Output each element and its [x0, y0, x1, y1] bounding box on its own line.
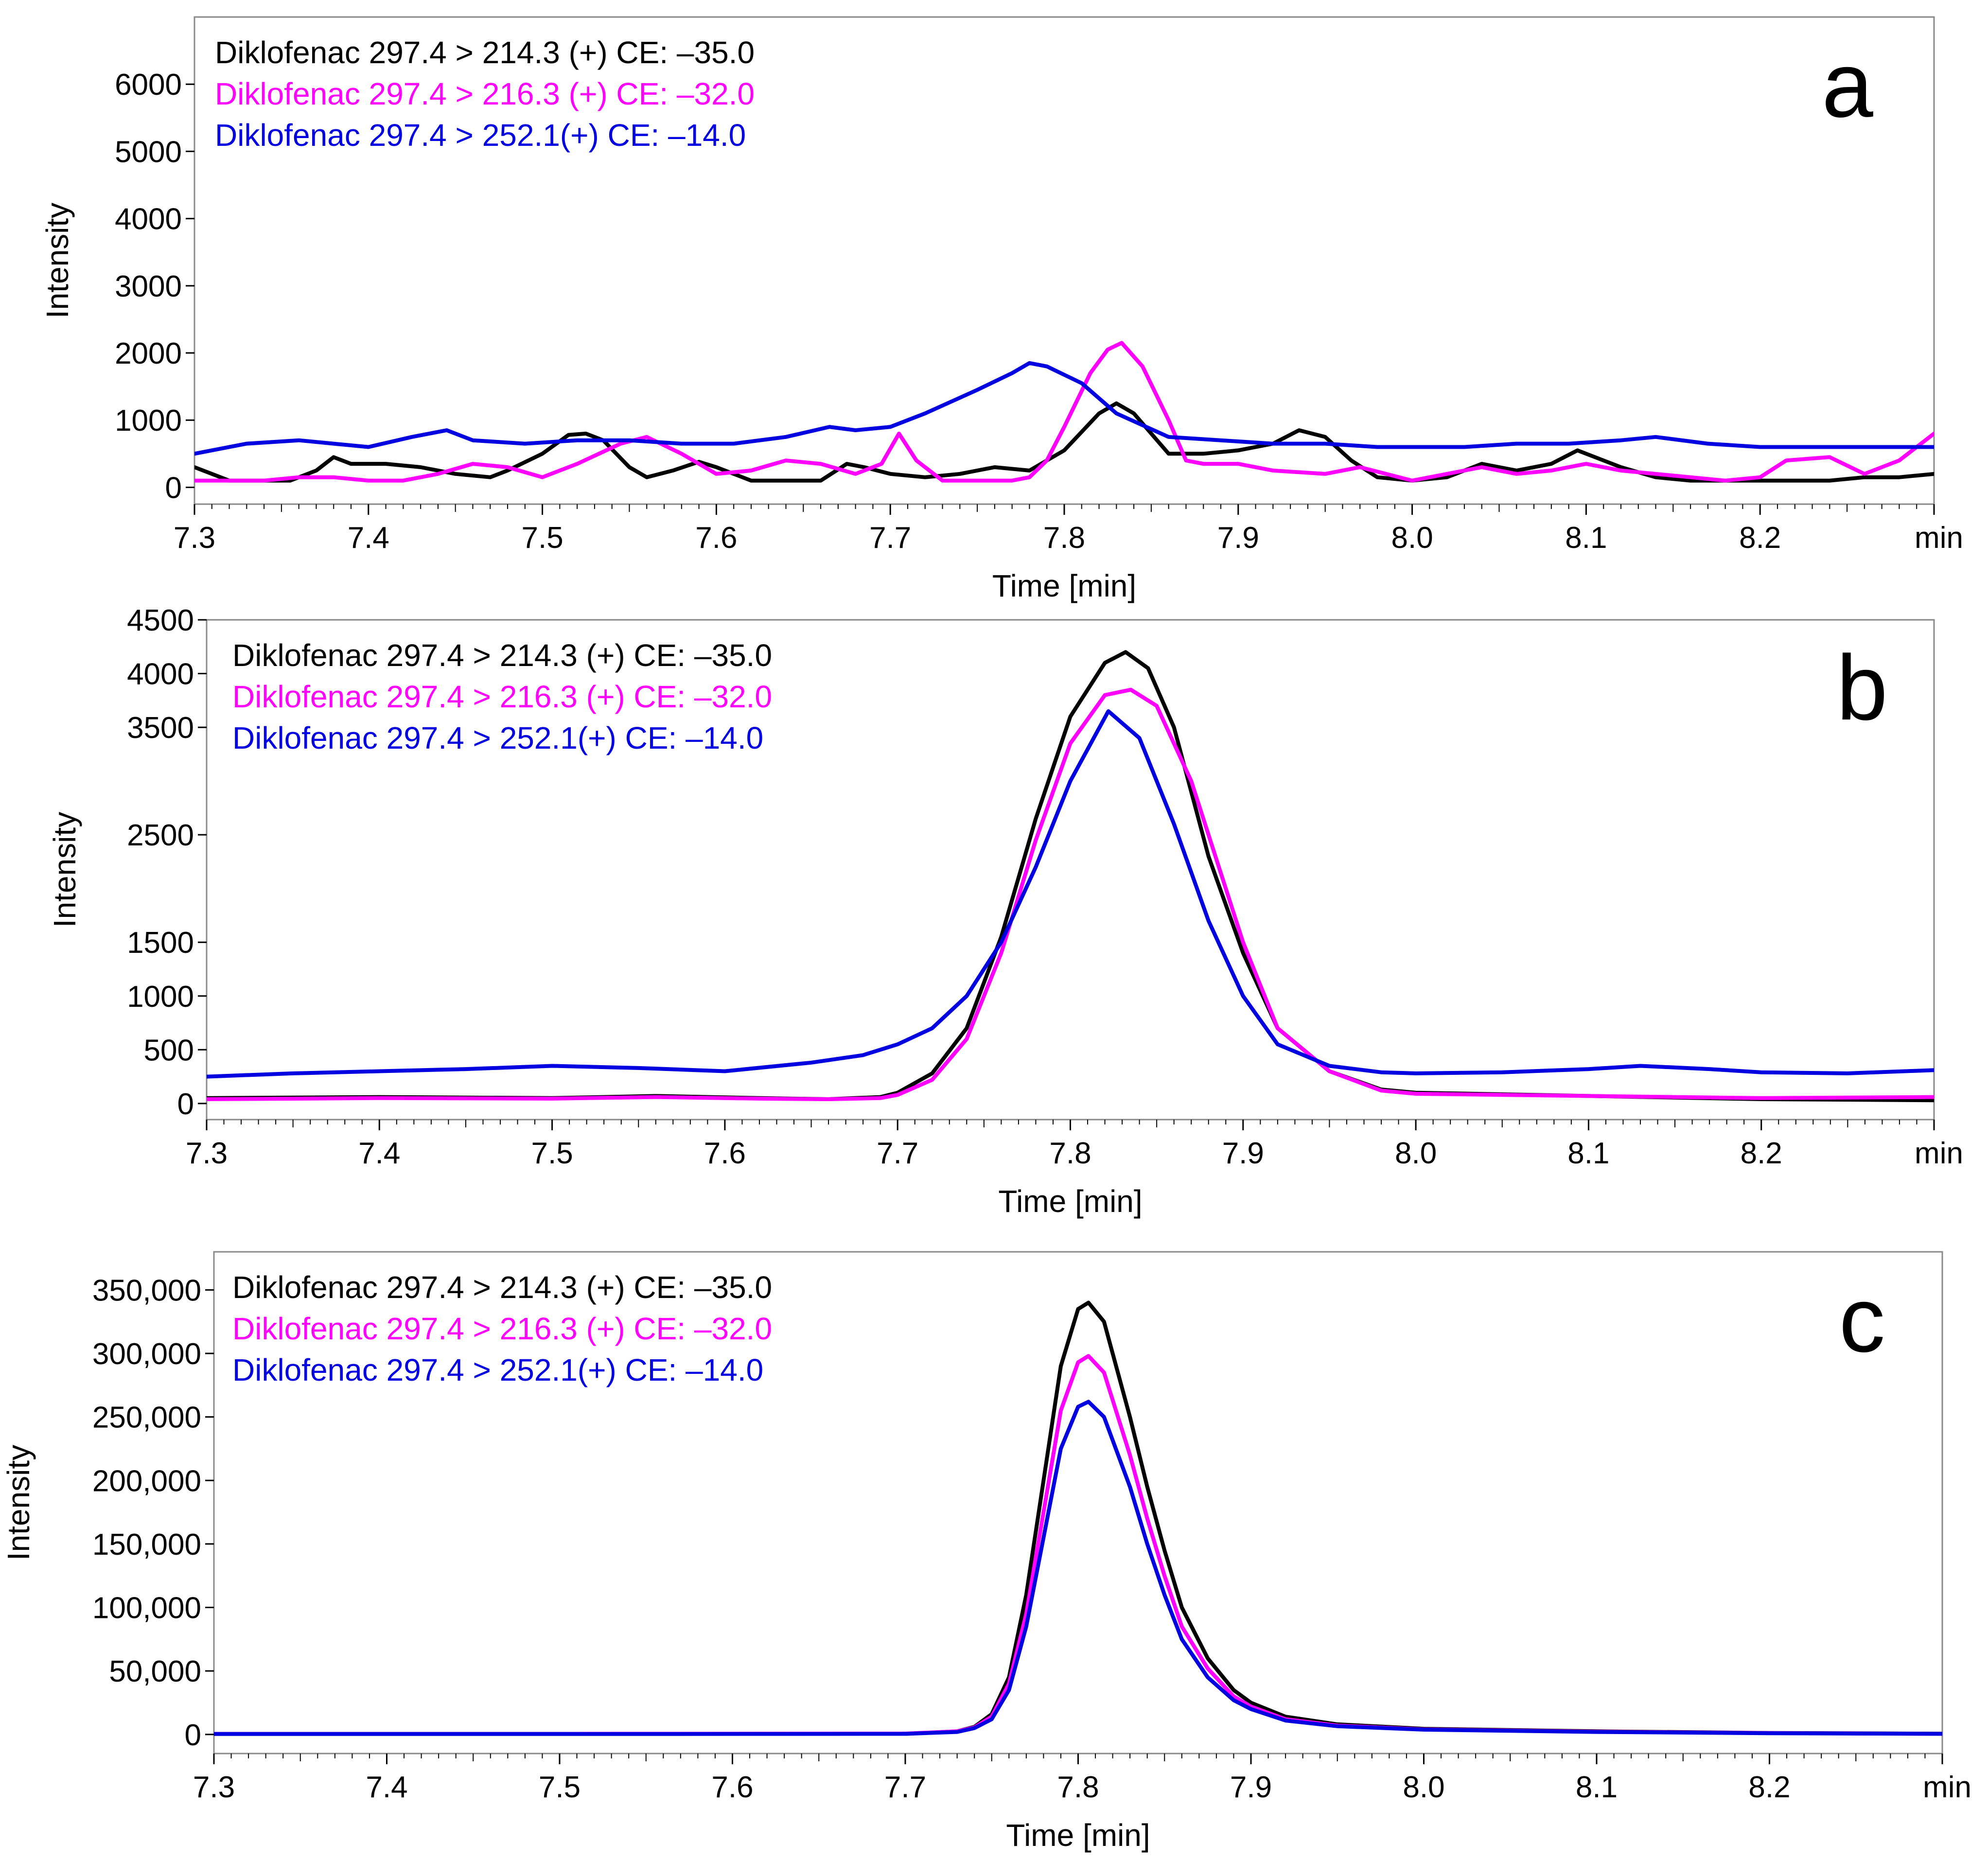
x-tick-label: 7.3 [193, 1771, 235, 1804]
y-tick-label: 3000 [115, 270, 182, 303]
series-line-1 [207, 650, 1934, 1103]
x-tick-label: 7.6 [711, 1771, 753, 1804]
chart-panel-a: 0 1000 2000 3000 4000 5000 6000 7.3 7.4 7.5 7.6 7.7… [40, 16, 1963, 603]
x-tick-label: 7.7 [884, 1771, 926, 1804]
x-tick-label: 7.4 [366, 1771, 407, 1804]
x-tick-label: 7.5 [539, 1771, 581, 1804]
legend-entry: Diklofenac 297.4 > 252.1(+) CE: –14.0 [215, 118, 746, 153]
y-tick-label: 1500 [127, 926, 194, 960]
x-tick-label: 7.6 [695, 521, 737, 555]
chart-panel-c: 0 50,000 100,000 150,000 200,000 250,000 300,0… [1, 1251, 1971, 1853]
legend-entry: Diklofenac 297.4 > 252.1(+) CE: –14.0 [232, 720, 763, 755]
x-tick-label: 7.9 [1222, 1137, 1264, 1170]
x-unit-label: min [1915, 521, 1963, 555]
x-tick-label: 7.7 [877, 1137, 918, 1170]
y-tick-label: 350,000 [92, 1274, 201, 1307]
y-tick-label: 0 [177, 1088, 194, 1121]
series-line-3 [214, 1400, 1942, 1736]
x-tick-label: 7.9 [1217, 521, 1259, 555]
series-line-3 [194, 361, 1934, 456]
y-tick-label: 1000 [115, 404, 182, 438]
x-tick-label: 7.5 [521, 521, 563, 555]
x-tick-label: 7.6 [704, 1137, 746, 1170]
series-group [207, 650, 1934, 1103]
y-axis-title: Intensity [40, 203, 75, 318]
x-tick-label: 8.1 [1565, 521, 1607, 555]
x-tick-label: 7.8 [1057, 1771, 1099, 1804]
x-axis-title: Time [min] [992, 568, 1136, 603]
x-tick-label: 7.8 [1043, 521, 1085, 555]
series-line-1 [194, 401, 1934, 483]
x-tick-label: 8.0 [1395, 1137, 1437, 1170]
legend-entry: Diklofenac 297.4 > 252.1(+) CE: –14.0 [232, 1352, 763, 1387]
series-line-2 [194, 341, 1934, 483]
x-tick-label: 8.0 [1391, 521, 1433, 555]
legend-entry: Diklofenac 297.4 > 214.3 (+) CE: –35.0 [232, 638, 772, 673]
legend-entry: Diklofenac 297.4 > 216.3 (+) CE: –32.0 [232, 1311, 772, 1346]
y-tick-label: 2500 [127, 819, 194, 852]
y-axis-title: Intensity [47, 812, 82, 928]
y-tick-label: 100,000 [92, 1592, 201, 1625]
legend-entry: Diklofenac 297.4 > 216.3 (+) CE: –32.0 [232, 679, 772, 714]
x-axis-title: Time [min] [1006, 1818, 1150, 1853]
x-tick-label: 8.2 [1739, 521, 1781, 555]
legend-entry: Diklofenac 297.4 > 216.3 (+) CE: –32.0 [215, 76, 755, 111]
x-unit-label: min [1923, 1771, 1971, 1804]
x-tick-label: 7.3 [174, 521, 215, 555]
y-tick-label: 0 [185, 1719, 201, 1752]
x-tick-label: 8.1 [1576, 1771, 1618, 1804]
y-tick-label: 200,000 [92, 1464, 201, 1498]
series-group [194, 341, 1934, 483]
x-tick-label: 7.4 [358, 1137, 400, 1170]
y-tick-label: 2000 [115, 337, 182, 370]
series-line-2 [207, 687, 1934, 1101]
panel-label: b [1836, 636, 1888, 739]
x-axis-title: Time [min] [998, 1184, 1142, 1219]
y-tick-label: 0 [165, 471, 182, 505]
x-tick-label: 8.2 [1748, 1771, 1790, 1804]
y-tick-label: 4000 [115, 203, 182, 236]
y-tick-label: 150,000 [92, 1528, 201, 1562]
y-tick-label: 6000 [115, 68, 182, 102]
panel-label: a [1822, 34, 1873, 137]
x-tick-label: 7.9 [1230, 1771, 1272, 1804]
y-tick-label: 4000 [127, 658, 194, 691]
x-tick-label: 7.4 [348, 521, 389, 555]
x-tick-label: 8.2 [1741, 1137, 1782, 1170]
y-tick-label: 300,000 [92, 1337, 201, 1371]
y-tick-label: 500 [144, 1034, 194, 1067]
legend-entry: Diklofenac 297.4 > 214.3 (+) CE: –35.0 [215, 35, 755, 70]
y-tick-label: 4500 [127, 604, 194, 637]
y-tick-label: 5000 [115, 135, 182, 169]
y-tick-label: 250,000 [92, 1401, 201, 1435]
panel-label: c [1839, 1268, 1885, 1371]
y-tick-label: 3500 [127, 711, 194, 745]
x-tick-label: 7.7 [869, 521, 911, 555]
x-tick-label: 7.8 [1049, 1137, 1091, 1170]
y-tick-label: 50,000 [109, 1655, 201, 1688]
x-unit-label: min [1915, 1137, 1963, 1170]
x-tick-label: 8.1 [1567, 1137, 1609, 1170]
y-axis-title: Intensity [1, 1445, 36, 1561]
series-line-2 [214, 1354, 1942, 1736]
x-tick-label: 8.0 [1403, 1771, 1444, 1804]
x-tick-label: 7.3 [186, 1137, 228, 1170]
y-tick-label: 1000 [127, 980, 194, 1014]
chart-panel-b: 0 500 1000 1500 2500 3500 4000 4500 7.3 7.4 7.5 7.6… [47, 604, 1963, 1219]
series-line-3 [207, 709, 1934, 1079]
x-tick-label: 7.5 [531, 1137, 573, 1170]
series-group [214, 1300, 1942, 1736]
legend-entry: Diklofenac 297.4 > 214.3 (+) CE: –35.0 [232, 1270, 772, 1305]
